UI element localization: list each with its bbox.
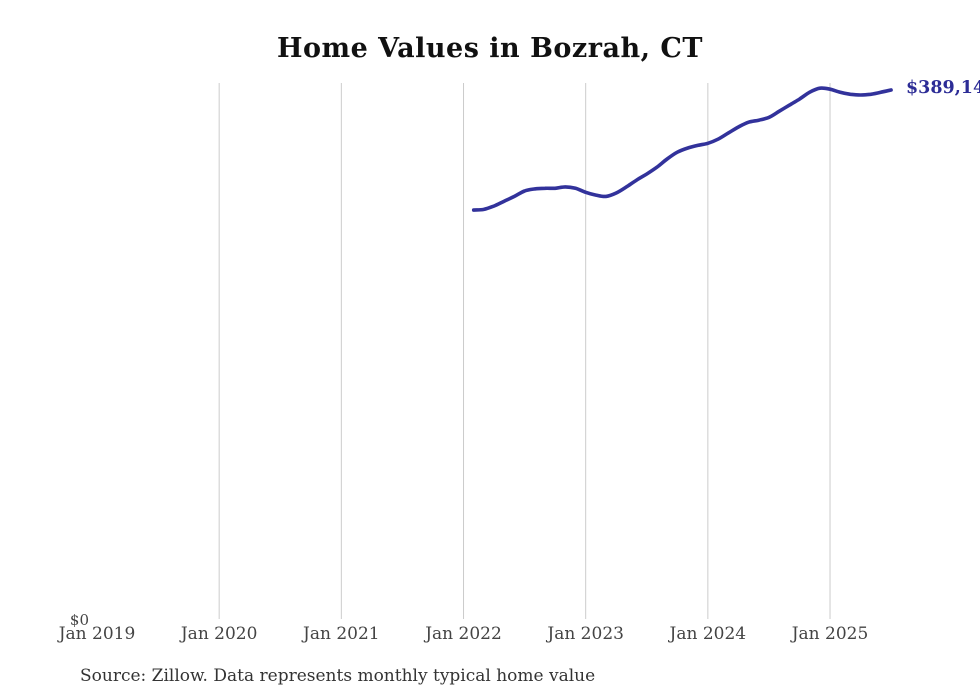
x-axis-label-jan-2023: Jan 2023: [547, 624, 624, 644]
chart-title: Home Values in Bozrah, CT: [277, 33, 703, 64]
latest-value-label: $389,149: [906, 78, 980, 98]
value-line: [471, 86, 893, 212]
x-axis-label-jan-2019: Jan 2019: [58, 624, 136, 644]
x-axis-label-jan-2021: Jan 2021: [303, 624, 380, 644]
x-axis-label-jan-2022: Jan 2022: [425, 624, 502, 644]
source-note: Source: Zillow. Data represents monthly …: [80, 666, 596, 686]
gridline-group: [218, 83, 831, 619]
x-axis-label-jan-2024: Jan 2024: [669, 624, 747, 644]
x-axis-label-jan-2020: Jan 2020: [180, 624, 258, 644]
y-axis-zero-label: $0: [69, 611, 89, 629]
x-axis-label-jan-2025: Jan 2025: [791, 624, 869, 644]
